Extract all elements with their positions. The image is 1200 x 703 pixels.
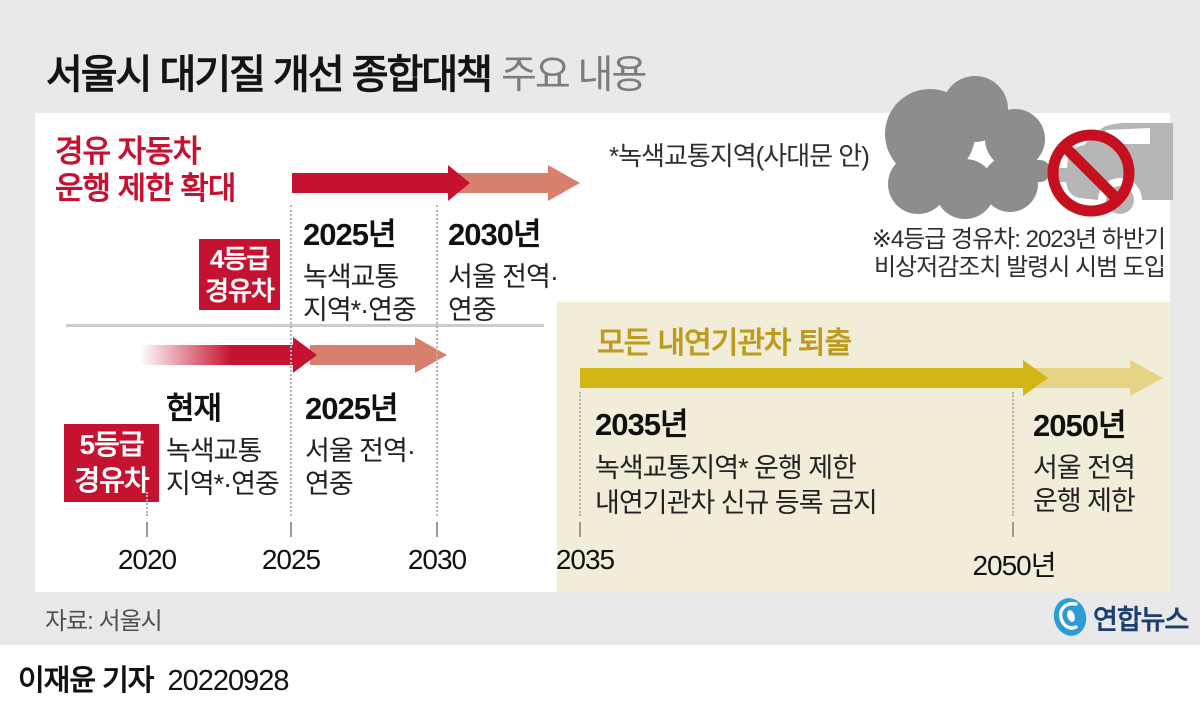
exhaust-smoke-icon — [885, 76, 1050, 219]
source-credit: 자료: 서울시 — [45, 608, 163, 635]
milestone-desc-line1: 녹색교통 — [303, 262, 399, 292]
tick-2025 — [290, 522, 292, 537]
milestone-desc-line1: 녹색교통지역* 운행 제한 — [595, 453, 857, 483]
title-sub: 주요 내용 — [500, 54, 647, 97]
grade5-milestone-now: 현재 녹색교통 지역*·연중 — [166, 383, 280, 501]
guide-2025 — [290, 205, 292, 516]
footer: 이재윤 기자 20220928 — [0, 645, 1200, 703]
ice-milestone-2035: 2035년 녹색교통지역* 운행 제한 내연기관차 신규 등록 금지 — [595, 399, 878, 521]
diesel-heading-line2: 운행 제한 확대 — [55, 171, 236, 206]
milestone-year: 2030년 — [448, 217, 541, 252]
milestone-desc-line1: 서울 전역· — [305, 436, 416, 466]
timeline-label-2035: 2035 — [555, 544, 615, 575]
diesel-section-heading: 경유 자동차 운행 제한 확대 — [55, 133, 236, 207]
timeline-label-2050: 2050년 — [972, 550, 1056, 581]
guide-2035 — [579, 392, 581, 516]
grade5-milestone-2025: 2025년 서울 전역· 연중 — [305, 383, 416, 501]
milestone-desc-line1: 서울 전역· — [448, 262, 559, 292]
grade4-pilot-note: ※4등급 경유차: 2023년 하반기 비상저감조치 발령시 시범 도입 — [871, 226, 1166, 282]
milestone-year: 2050년 — [1033, 408, 1126, 443]
milestone-desc-line2: 연중 — [448, 295, 497, 325]
milestone-desc-line2: 지역*·연중 — [303, 295, 417, 325]
grade4-milestone-2030: 2030년 서울 전역· 연중 — [448, 209, 559, 327]
badge-line2: 경유차 — [74, 465, 149, 496]
milestone-year: 2035년 — [595, 407, 688, 442]
badge-line1: 4등급 — [209, 243, 270, 274]
guide-2030 — [436, 205, 438, 516]
milestone-year: 현재 — [166, 391, 222, 426]
badge-line2: 경유차 — [205, 275, 275, 306]
grade5-arrow-head — [293, 337, 317, 373]
grade5-arrow-light-body — [310, 345, 415, 365]
milestone-desc-line2: 내연기관차 신규 등록 금지 — [595, 488, 878, 518]
grade5-arrow-light-head — [415, 337, 447, 373]
reporter-name: 이재윤 기자 — [18, 665, 154, 697]
grade4-arrow-light-head — [548, 165, 580, 201]
timeline-label-2025: 2025 — [261, 544, 321, 575]
timeline-label-2020: 2020 — [117, 544, 177, 575]
yonhap-logo: 연합뉴스 — [1052, 597, 1189, 637]
page-title: 서울시 대기질 개선 종합대책 주요 내용 — [46, 42, 647, 100]
grade4-badge: 4등급 경유차 — [199, 239, 280, 310]
tick-2030 — [436, 522, 438, 537]
ice-arrow-body — [580, 368, 1023, 388]
ice-arrow-light-body — [1030, 368, 1130, 388]
ice-milestone-2050: 2050년 서울 전역 운행 제한 — [1033, 400, 1136, 518]
tick-2020 — [146, 522, 148, 537]
title-main: 서울시 대기질 개선 종합대책 — [46, 53, 493, 97]
ice-section-heading: 모든 내연기관차 퇴출 — [597, 327, 852, 360]
milestone-year: 2025년 — [303, 217, 396, 252]
diesel-heading-line1: 경유 자동차 — [55, 134, 201, 169]
publish-date: 20220928 — [167, 665, 289, 697]
milestone-desc-line2: 운행 제한 — [1033, 486, 1136, 516]
milestone-desc-line2: 지역*·연중 — [166, 469, 280, 499]
yonhap-logo-text: 연합뉴스 — [1093, 604, 1189, 635]
byline: 이재윤 기자 20220928 — [18, 657, 290, 699]
grade5-badge: 5등급 경유차 — [64, 424, 159, 502]
grade4-arrow-head — [448, 165, 470, 201]
timeline-label-2030: 2030 — [407, 544, 467, 575]
grade4-arrow-body — [292, 173, 448, 193]
grade4-pilot-note-line2: 비상저감조치 발령시 시범 도입 — [873, 254, 1166, 281]
yonhap-globe-icon — [1053, 598, 1087, 636]
guide-2020 — [146, 492, 148, 516]
grade4-pilot-note-line1: ※4등급 경유차: 2023년 하반기 — [871, 226, 1166, 253]
green-zone-note: *녹색교통지역(사대문 안) — [609, 141, 870, 171]
milestone-desc-line1: 녹색교통 — [166, 436, 262, 466]
milestone-desc-line2: 연중 — [305, 469, 354, 499]
tick-2050 — [1012, 522, 1014, 537]
milestone-desc-line1: 서울 전역 — [1033, 453, 1136, 483]
milestone-year: 2025년 — [305, 391, 398, 426]
section-divider — [66, 324, 544, 327]
badge-line1: 5등급 — [79, 429, 144, 460]
tick-2035 — [579, 522, 581, 537]
grade5-arrow-body — [140, 345, 293, 365]
no-entry-icon — [1047, 129, 1135, 217]
ice-arrow-head — [1023, 360, 1048, 396]
grade4-milestone-2025: 2025년 녹색교통 지역*·연중 — [303, 209, 417, 327]
ice-arrow-light-head — [1130, 360, 1163, 396]
guide-2050 — [1012, 392, 1014, 516]
ice-panel-background — [557, 302, 1170, 592]
